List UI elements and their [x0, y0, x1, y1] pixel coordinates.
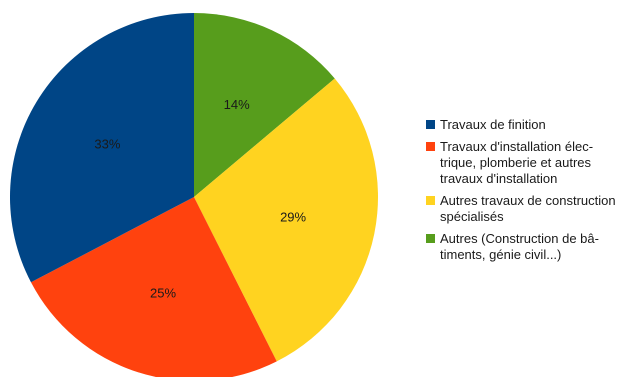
pie-slice-label-0: 14% — [224, 97, 250, 112]
legend-item-2: Autres travaux de constructionspécialisé… — [426, 193, 616, 224]
pie-slice-labels: 14% 29% 25% 33% — [94, 97, 306, 300]
legend-swatch-1 — [426, 142, 435, 151]
legend-label-3-line-1: timents, génie civil...) — [440, 247, 561, 262]
legend-item-0: Travaux de finition — [426, 117, 546, 132]
legend-label-1-line-2: travaux d'installation — [440, 171, 557, 186]
legend-swatch-0 — [426, 120, 435, 129]
pie-slice-3 — [9, 13, 194, 283]
legend-label-3-line-0: Autres (Construction de bâ- — [440, 231, 599, 246]
pie-slice-2 — [30, 197, 277, 377]
legend: Travaux de finition Travaux d'installatio… — [426, 117, 616, 262]
pie-slice-label-1: 29% — [280, 209, 306, 224]
legend-label-0-line-0: Travaux de finition — [440, 117, 546, 132]
legend-item-3: Autres (Construction de bâ-timents, géni… — [426, 231, 599, 262]
legend-label-2-line-1: spécialisés — [440, 209, 504, 224]
pie-slice-label-3: 33% — [94, 137, 120, 152]
legend-label-1-line-1: trique, plomberie et autres — [440, 155, 592, 170]
legend-item-1: Travaux d'installation élec-trique, plom… — [426, 139, 593, 186]
legend-swatch-2 — [426, 196, 435, 205]
pie-slice-label-2: 25% — [150, 285, 176, 300]
pie-slices — [9, 13, 379, 377]
legend-swatch-3 — [426, 234, 435, 243]
pie-slice-0 — [194, 13, 335, 197]
pie-slice-1 — [194, 78, 379, 362]
legend-label-1-line-0: Travaux d'installation élec- — [440, 139, 593, 154]
legend-label-2-line-0: Autres travaux de construction — [440, 193, 616, 208]
